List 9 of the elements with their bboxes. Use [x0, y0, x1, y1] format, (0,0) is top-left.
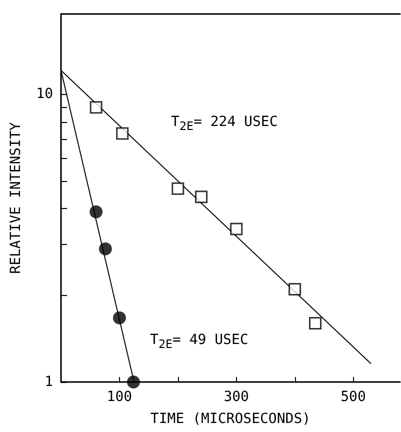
y-tick-label: 10 — [36, 86, 53, 102]
y-tick-label: 1 — [44, 374, 53, 390]
annotation: T$_{2E}$= 49 USEC — [150, 331, 248, 353]
x-tick-label: 100 — [106, 389, 132, 405]
x-tick-label: 300 — [224, 389, 249, 405]
x-axis-title: TIME (MICROSECONDS) — [150, 411, 311, 427]
y-axis-title: RELATIVE INTENSITY — [8, 122, 24, 274]
x-tick-label: 500 — [340, 389, 366, 405]
annotation: T$_{2E}$= 224 USEC — [171, 113, 278, 135]
